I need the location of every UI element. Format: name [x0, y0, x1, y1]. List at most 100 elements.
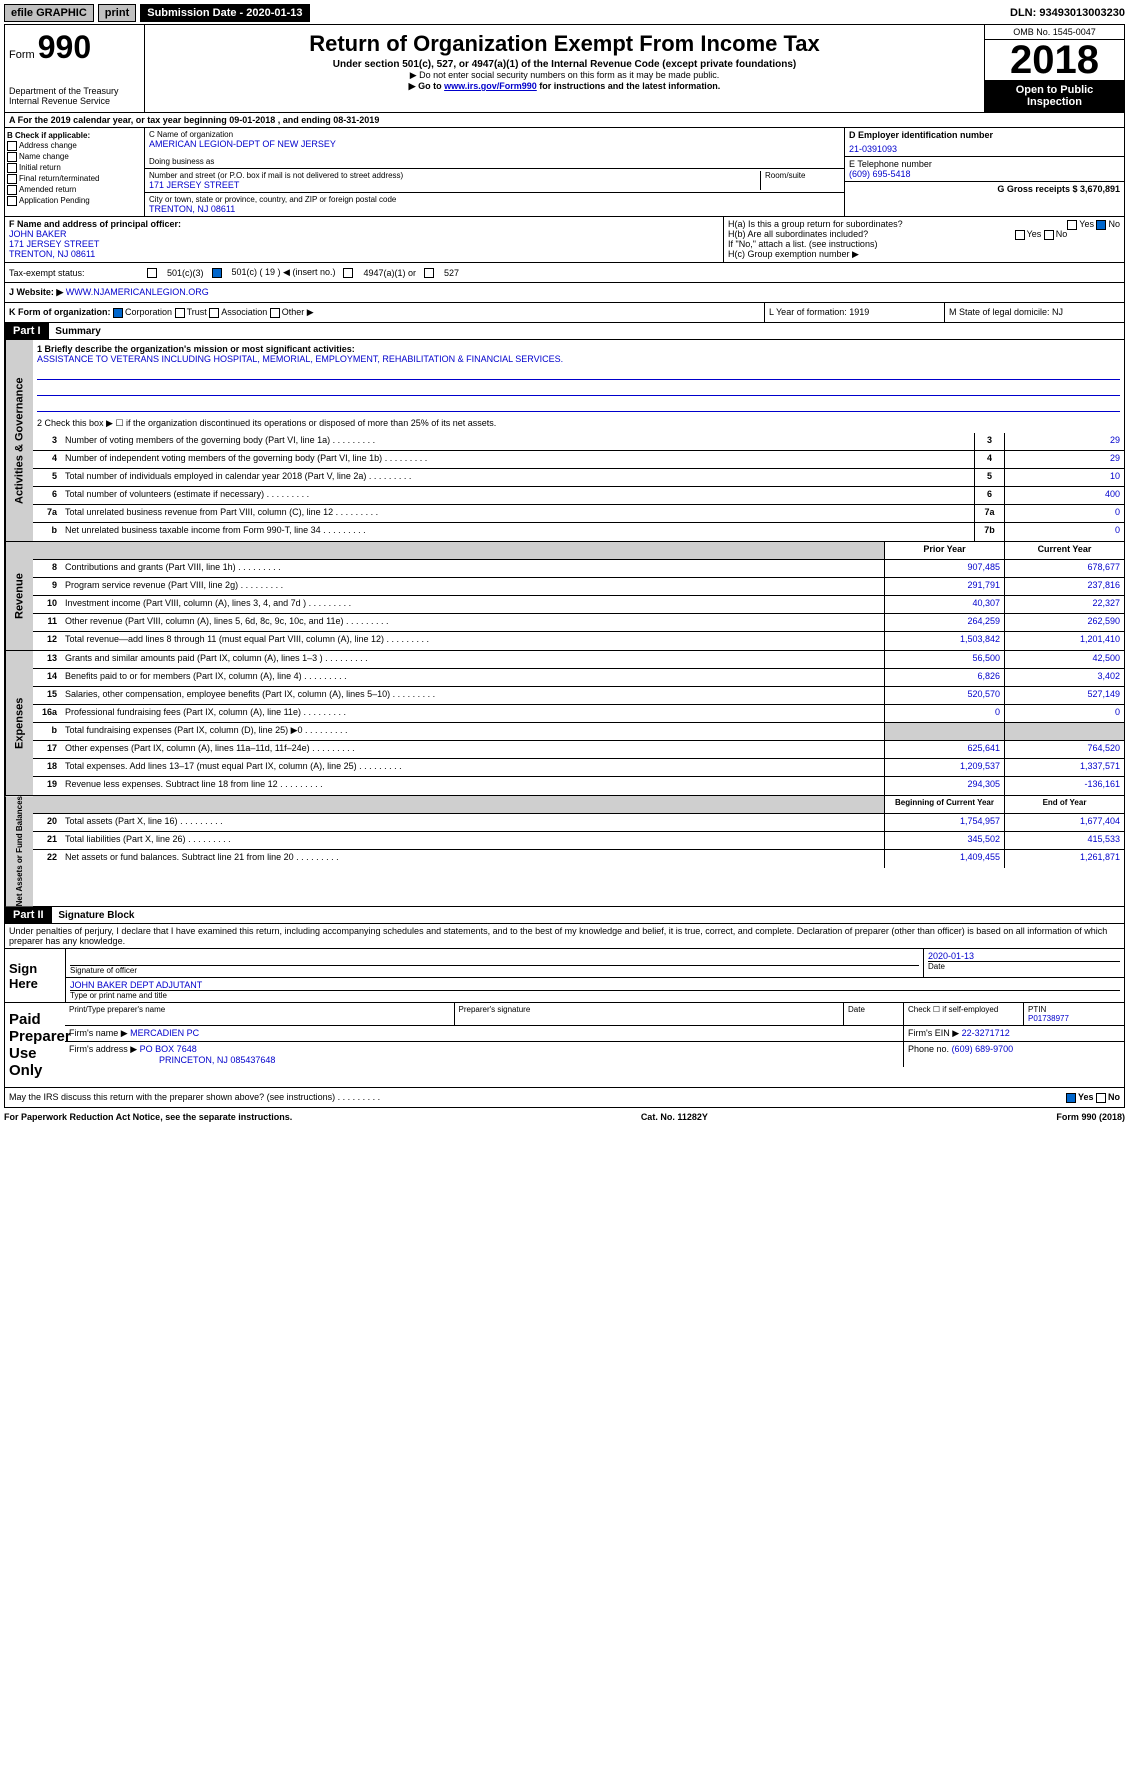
blank-line [37, 398, 1120, 412]
discuss-yes[interactable] [1066, 1093, 1076, 1103]
hc-label: H(c) Group exemption number ▶ [728, 249, 1120, 260]
line-row: 22Net assets or fund balances. Subtract … [33, 850, 1124, 868]
phone-label: E Telephone number [849, 159, 1120, 169]
website-value: WWW.NJAMERICANLEGION.ORG [66, 287, 209, 297]
lbl-amended: Amended return [19, 185, 76, 194]
firm-addr: PO BOX 7648 [140, 1044, 197, 1054]
line-row: 9Program service revenue (Part VIII, lin… [33, 578, 1124, 596]
chk-name[interactable] [7, 152, 17, 162]
website-row: J Website: ▶ WWW.NJAMERICANLEGION.ORG [4, 283, 1125, 303]
officer-label: F Name and address of principal officer: [9, 219, 181, 229]
opt-assoc: Association [221, 307, 267, 317]
paid-preparer-section: Paid Preparer Use Only Print/Type prepar… [4, 1003, 1125, 1088]
lbl-address-change: Address change [19, 141, 77, 150]
efile-btn[interactable]: efile GRAPHIC [4, 4, 94, 22]
discuss-yes-txt: Yes [1078, 1092, 1094, 1102]
ha-no[interactable] [1096, 220, 1106, 230]
paid-label: Paid Preparer Use Only [5, 1003, 65, 1087]
top-bar: efile GRAPHIC print Submission Date - 20… [4, 4, 1125, 22]
ein-label: D Employer identification number [849, 130, 993, 140]
chk-trust[interactable] [175, 308, 185, 318]
firm-addr-label: Firm's address ▶ [69, 1044, 137, 1054]
opt-trust: Trust [187, 307, 207, 317]
perjury-text: Under penalties of perjury, I declare th… [4, 924, 1125, 949]
line-row: 15Salaries, other compensation, employee… [33, 687, 1124, 705]
officer-block: F Name and address of principal officer:… [4, 217, 1125, 263]
opt-4947: 4947(a)(1) or [363, 268, 416, 278]
ptin-value: P01738977 [1028, 1014, 1120, 1023]
sign-date-label: Date [928, 961, 1120, 971]
line-row: 10Investment income (Part VIII, column (… [33, 596, 1124, 614]
chk-corp[interactable] [113, 308, 123, 318]
side-na: Net Assets or Fund Balances [5, 796, 33, 906]
gross-receipts: G Gross receipts $ 3,670,891 [997, 184, 1120, 194]
state-domicile: M State of legal domicile: NJ [944, 303, 1124, 322]
self-employed: Check ☐ if self-employed [904, 1003, 1024, 1025]
chk-501c3[interactable] [147, 268, 157, 278]
line-row: 13Grants and similar amounts paid (Part … [33, 651, 1124, 669]
chk-527[interactable] [424, 268, 434, 278]
ha-label: H(a) Is this a group return for subordin… [728, 219, 903, 229]
ein-value: 21-0391093 [849, 144, 1120, 154]
chk-address[interactable] [7, 141, 17, 151]
chk-amended[interactable] [7, 185, 17, 195]
discuss-no[interactable] [1096, 1093, 1106, 1103]
mission-text: ASSISTANCE TO VETERANS INCLUDING HOSPITA… [37, 354, 1120, 364]
print-btn[interactable]: print [98, 4, 136, 22]
lbl-name-change: Name change [19, 152, 69, 161]
dba-label: Doing business as [149, 157, 840, 166]
chk-assoc[interactable] [209, 308, 219, 318]
revenue-section: Revenue Prior Year Current Year 8Contrib… [4, 542, 1125, 651]
firm-name-label: Firm's name ▶ [69, 1028, 128, 1038]
chk-4947[interactable] [343, 268, 353, 278]
irs-label: Internal Revenue Service [9, 96, 140, 106]
k-label: K Form of organization: [9, 307, 111, 317]
governance-section: Activities & Governance 1 Briefly descri… [4, 340, 1125, 542]
line-row: 4Number of independent voting members of… [33, 451, 1124, 469]
line-row: 21Total liabilities (Part X, line 26)345… [33, 832, 1124, 850]
blank-line [37, 382, 1120, 396]
officer-addr1: 171 JERSEY STREET [9, 239, 719, 249]
submission-date: Submission Date - 2020-01-13 [140, 4, 309, 22]
line-row: 8Contributions and grants (Part VIII, li… [33, 560, 1124, 578]
officer-name: JOHN BAKER [9, 229, 719, 239]
hb-no[interactable] [1044, 230, 1054, 240]
goto-note: ▶ Go to www.irs.gov/Form990 for instruct… [149, 81, 980, 92]
chk-initial[interactable] [7, 163, 17, 173]
ha-yes[interactable] [1067, 220, 1077, 230]
phone-value: (609) 695-5418 [849, 169, 1120, 179]
chk-final[interactable] [7, 174, 17, 184]
chk-pending[interactable] [7, 196, 17, 206]
firm-name: MERCADIEN PC [130, 1028, 199, 1038]
line-row: 3Number of voting members of the governi… [33, 433, 1124, 451]
discuss-row: May the IRS discuss this return with the… [4, 1088, 1125, 1108]
no-txt2: No [1056, 229, 1068, 239]
website-label: J Website: ▶ [9, 287, 63, 297]
form-number: 990 [38, 29, 91, 65]
pra-notice: For Paperwork Reduction Act Notice, see … [4, 1112, 292, 1122]
side-exp: Expenses [5, 651, 33, 795]
side-gov: Activities & Governance [5, 340, 33, 541]
firm-ein-label: Firm's EIN ▶ [908, 1028, 959, 1038]
org-name: AMERICAN LEGION-DEPT OF NEW JERSEY [149, 139, 840, 149]
part2-tag: Part II [5, 907, 52, 923]
prep-date-label: Date [844, 1003, 904, 1025]
yes-txt: Yes [1079, 219, 1094, 229]
lbl-pending: Application Pending [19, 196, 90, 205]
line-row: 18Total expenses. Add lines 13–17 (must … [33, 759, 1124, 777]
city-state-zip: TRENTON, NJ 08611 [149, 204, 840, 214]
dept-label: Department of the Treasury [9, 86, 140, 96]
col-d: D Employer identification number 21-0391… [844, 128, 1124, 216]
open-public-badge: Open to Public Inspection [985, 80, 1124, 112]
discuss-no-txt: No [1108, 1092, 1120, 1102]
sign-section: Sign Here Signature of officer 2020-01-1… [4, 949, 1125, 1003]
opt-501c3: 501(c)(3) [167, 268, 204, 278]
hb-yes[interactable] [1015, 230, 1025, 240]
chk-other[interactable] [270, 308, 280, 318]
chk-501c[interactable] [212, 268, 222, 278]
tax-status-row: Tax-exempt status: 501(c)(3) 501(c) ( 19… [4, 263, 1125, 283]
line-row: 12Total revenue—add lines 8 through 11 (… [33, 632, 1124, 650]
period-row: A For the 2019 calendar year, or tax yea… [4, 113, 1125, 128]
part1-title: Summary [51, 324, 105, 339]
irs-link[interactable]: www.irs.gov/Form990 [444, 81, 537, 91]
